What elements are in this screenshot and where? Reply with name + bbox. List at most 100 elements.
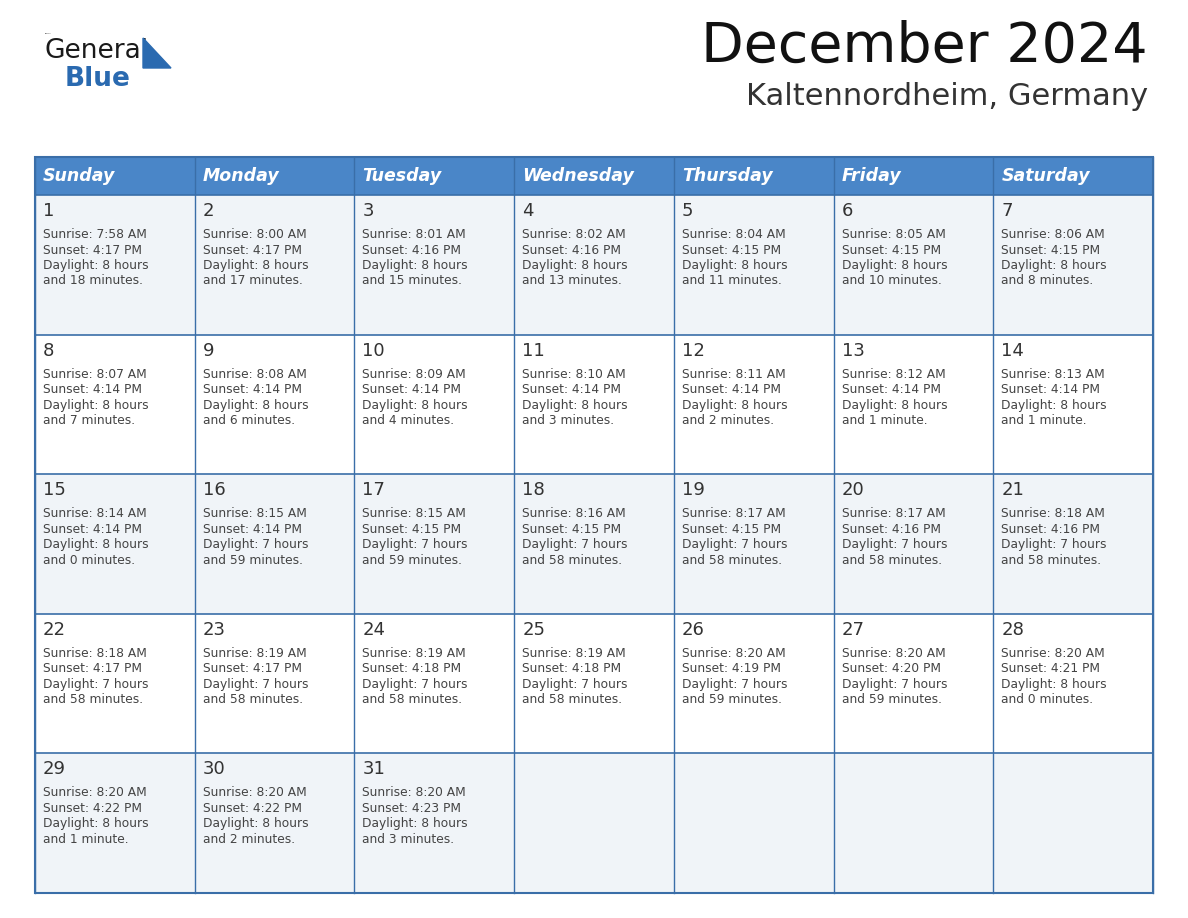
- Text: Sunset: 4:17 PM: Sunset: 4:17 PM: [203, 662, 302, 676]
- Text: Daylight: 7 hours: Daylight: 7 hours: [841, 677, 947, 691]
- Text: Sunrise: 8:13 AM: Sunrise: 8:13 AM: [1001, 367, 1105, 381]
- Text: 14: 14: [1001, 341, 1024, 360]
- Text: Sunset: 4:15 PM: Sunset: 4:15 PM: [682, 522, 781, 536]
- Text: Saturday: Saturday: [1001, 167, 1089, 185]
- Text: 10: 10: [362, 341, 385, 360]
- Text: Sunrise: 8:09 AM: Sunrise: 8:09 AM: [362, 367, 466, 381]
- Text: Daylight: 8 hours: Daylight: 8 hours: [523, 398, 627, 411]
- Text: December 2024: December 2024: [701, 20, 1148, 74]
- Text: 28: 28: [1001, 621, 1024, 639]
- Text: 2: 2: [203, 202, 214, 220]
- Text: Sunrise: 8:05 AM: Sunrise: 8:05 AM: [841, 228, 946, 241]
- Text: Daylight: 7 hours: Daylight: 7 hours: [1001, 538, 1107, 551]
- Text: Sunrise: 8:18 AM: Sunrise: 8:18 AM: [1001, 508, 1105, 521]
- Text: 29: 29: [43, 760, 67, 778]
- Text: Sunrise: 7:58 AM: Sunrise: 7:58 AM: [43, 228, 147, 241]
- Text: Sunrise: 8:17 AM: Sunrise: 8:17 AM: [841, 508, 946, 521]
- Text: Sunset: 4:15 PM: Sunset: 4:15 PM: [682, 243, 781, 256]
- Text: 5: 5: [682, 202, 694, 220]
- Text: and 0 minutes.: and 0 minutes.: [43, 554, 135, 566]
- Text: and 59 minutes.: and 59 minutes.: [203, 554, 303, 566]
- Text: Sunset: 4:18 PM: Sunset: 4:18 PM: [362, 662, 462, 676]
- Text: General: General: [45, 38, 150, 64]
- Text: Sunrise: 8:12 AM: Sunrise: 8:12 AM: [841, 367, 946, 381]
- Text: 15: 15: [43, 481, 65, 499]
- Text: Sunset: 4:14 PM: Sunset: 4:14 PM: [362, 383, 461, 396]
- Text: Sunset: 4:14 PM: Sunset: 4:14 PM: [43, 522, 143, 536]
- Text: 20: 20: [841, 481, 865, 499]
- Text: Sunrise: 8:11 AM: Sunrise: 8:11 AM: [682, 367, 785, 381]
- Text: Sunrise: 8:20 AM: Sunrise: 8:20 AM: [682, 647, 785, 660]
- Bar: [34, 157, 1154, 195]
- Text: Sunrise: 8:18 AM: Sunrise: 8:18 AM: [43, 647, 147, 660]
- Text: Sunrise: 8:20 AM: Sunrise: 8:20 AM: [841, 647, 946, 660]
- Text: and 7 minutes.: and 7 minutes.: [43, 414, 135, 427]
- Text: 19: 19: [682, 481, 704, 499]
- Text: Sunset: 4:16 PM: Sunset: 4:16 PM: [523, 243, 621, 256]
- Text: Sunrise: 8:01 AM: Sunrise: 8:01 AM: [362, 228, 466, 241]
- Text: #1a1a1a: #1a1a1a: [45, 33, 51, 34]
- Text: and 58 minutes.: and 58 minutes.: [523, 554, 623, 566]
- Text: and 18 minutes.: and 18 minutes.: [43, 274, 143, 287]
- Text: Sunrise: 8:15 AM: Sunrise: 8:15 AM: [203, 508, 307, 521]
- Text: Sunset: 4:15 PM: Sunset: 4:15 PM: [523, 522, 621, 536]
- Text: Sunrise: 8:10 AM: Sunrise: 8:10 AM: [523, 367, 626, 381]
- Bar: [34, 195, 1154, 334]
- Text: and 59 minutes.: and 59 minutes.: [841, 693, 942, 706]
- Text: Sunset: 4:16 PM: Sunset: 4:16 PM: [1001, 522, 1100, 536]
- Text: Sunset: 4:23 PM: Sunset: 4:23 PM: [362, 802, 461, 815]
- Text: Daylight: 8 hours: Daylight: 8 hours: [841, 259, 947, 272]
- Text: 4: 4: [523, 202, 533, 220]
- Text: Sunrise: 8:20 AM: Sunrise: 8:20 AM: [203, 787, 307, 800]
- Text: 24: 24: [362, 621, 385, 639]
- Text: and 13 minutes.: and 13 minutes.: [523, 274, 623, 287]
- Text: and 1 minute.: and 1 minute.: [841, 414, 927, 427]
- Text: Sunset: 4:14 PM: Sunset: 4:14 PM: [841, 383, 941, 396]
- Text: Sunset: 4:14 PM: Sunset: 4:14 PM: [203, 522, 302, 536]
- Text: and 10 minutes.: and 10 minutes.: [841, 274, 941, 287]
- Text: Sunrise: 8:17 AM: Sunrise: 8:17 AM: [682, 508, 785, 521]
- Text: 22: 22: [43, 621, 67, 639]
- Text: Daylight: 8 hours: Daylight: 8 hours: [43, 817, 148, 831]
- Text: and 59 minutes.: and 59 minutes.: [362, 554, 462, 566]
- Text: and 11 minutes.: and 11 minutes.: [682, 274, 782, 287]
- Text: and 58 minutes.: and 58 minutes.: [1001, 554, 1101, 566]
- Text: Sunrise: 8:06 AM: Sunrise: 8:06 AM: [1001, 228, 1105, 241]
- Text: Tuesday: Tuesday: [362, 167, 442, 185]
- Text: Sunrise: 8:19 AM: Sunrise: 8:19 AM: [362, 647, 466, 660]
- Text: Daylight: 7 hours: Daylight: 7 hours: [362, 677, 468, 691]
- Bar: [34, 334, 1154, 475]
- Text: Friday: Friday: [841, 167, 902, 185]
- Text: Sunset: 4:16 PM: Sunset: 4:16 PM: [841, 522, 941, 536]
- Text: Sunset: 4:16 PM: Sunset: 4:16 PM: [362, 243, 461, 256]
- Polygon shape: [143, 38, 171, 68]
- Text: Sunrise: 8:16 AM: Sunrise: 8:16 AM: [523, 508, 626, 521]
- Text: Sunday: Sunday: [43, 167, 115, 185]
- Text: Sunrise: 8:00 AM: Sunrise: 8:00 AM: [203, 228, 307, 241]
- Text: Sunset: 4:15 PM: Sunset: 4:15 PM: [841, 243, 941, 256]
- Text: 30: 30: [203, 760, 226, 778]
- Text: Monday: Monday: [203, 167, 279, 185]
- Text: and 0 minutes.: and 0 minutes.: [1001, 693, 1093, 706]
- Text: Sunset: 4:14 PM: Sunset: 4:14 PM: [1001, 383, 1100, 396]
- Text: Wednesday: Wednesday: [523, 167, 634, 185]
- Text: 18: 18: [523, 481, 545, 499]
- Text: Sunset: 4:17 PM: Sunset: 4:17 PM: [203, 243, 302, 256]
- Text: and 4 minutes.: and 4 minutes.: [362, 414, 455, 427]
- Text: and 3 minutes.: and 3 minutes.: [362, 833, 455, 845]
- Text: and 15 minutes.: and 15 minutes.: [362, 274, 462, 287]
- Text: and 58 minutes.: and 58 minutes.: [523, 693, 623, 706]
- Bar: [34, 754, 1154, 893]
- Text: 8: 8: [43, 341, 55, 360]
- Text: Sunset: 4:22 PM: Sunset: 4:22 PM: [43, 802, 143, 815]
- Text: Daylight: 8 hours: Daylight: 8 hours: [203, 259, 309, 272]
- Text: Sunset: 4:18 PM: Sunset: 4:18 PM: [523, 662, 621, 676]
- Bar: [34, 475, 1154, 614]
- Text: Sunset: 4:21 PM: Sunset: 4:21 PM: [1001, 662, 1100, 676]
- Text: 7: 7: [1001, 202, 1013, 220]
- Text: Daylight: 8 hours: Daylight: 8 hours: [362, 398, 468, 411]
- Text: Daylight: 7 hours: Daylight: 7 hours: [682, 538, 788, 551]
- Text: Daylight: 8 hours: Daylight: 8 hours: [682, 259, 788, 272]
- Text: 12: 12: [682, 341, 704, 360]
- Text: 16: 16: [203, 481, 226, 499]
